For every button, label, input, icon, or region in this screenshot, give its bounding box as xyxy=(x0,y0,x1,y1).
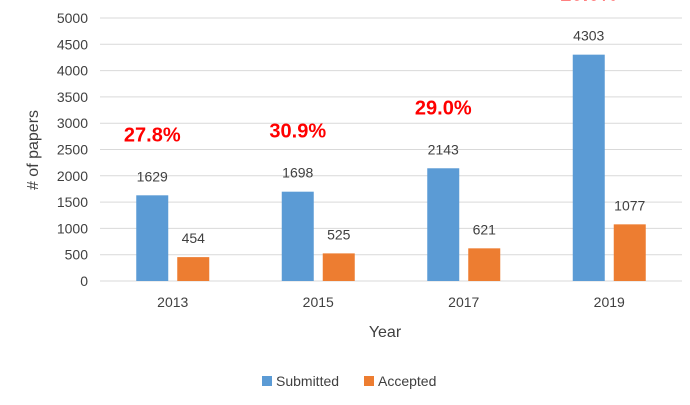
bar-accepted-2019 xyxy=(613,224,646,281)
bar-submitted-2015 xyxy=(281,191,314,281)
data-label-submitted: 1698 xyxy=(282,165,313,181)
y-tick-label: 1500 xyxy=(57,194,88,210)
x-axis-ticks: 2013 2015 2017 2019 xyxy=(157,294,625,310)
data-label-submitted: 1629 xyxy=(137,168,168,184)
acceptance-rate-label: 25.0% xyxy=(560,0,617,6)
bar-submitted-2013 xyxy=(136,195,169,281)
x-axis-title: Year xyxy=(369,324,402,341)
y-tick-label: 0 xyxy=(80,273,88,289)
x-tick-label: 2017 xyxy=(448,294,479,310)
bars xyxy=(136,54,646,281)
bar-accepted-2017 xyxy=(468,248,501,281)
y-tick-label: 2000 xyxy=(57,168,88,184)
legend: Submitted Accepted xyxy=(262,373,436,389)
bar-accepted-2015 xyxy=(322,253,355,281)
y-tick-label: 4000 xyxy=(57,63,88,79)
data-label-accepted: 454 xyxy=(182,230,206,246)
acceptance-rate-label: 30.9% xyxy=(269,121,326,143)
y-tick-label: 2500 xyxy=(57,142,88,158)
y-tick-label: 5000 xyxy=(57,10,88,26)
bar-submitted-2017 xyxy=(427,168,460,281)
acceptance-rate-label: 29.0% xyxy=(415,97,472,119)
y-tick-label: 500 xyxy=(65,247,89,263)
bar-accepted-2013 xyxy=(177,257,210,281)
x-tick-label: 2019 xyxy=(594,294,625,310)
y-tick-label: 3000 xyxy=(57,115,88,131)
data-label-accepted: 621 xyxy=(473,221,497,237)
legend-swatch-submitted xyxy=(262,376,272,386)
x-tick-label: 2015 xyxy=(303,294,334,310)
bar-submitted-2019 xyxy=(572,54,605,281)
y-tick-label: 3500 xyxy=(57,89,88,105)
acceptance-rate-labels: 27.8% 30.9% 29.0% 25.0% xyxy=(124,0,617,146)
legend-swatch-accepted xyxy=(364,376,374,386)
data-label-submitted: 4303 xyxy=(573,28,604,44)
data-labels: 1629 454 1698 525 2143 621 4303 1077 xyxy=(137,28,646,246)
legend-label-accepted: Accepted xyxy=(378,373,436,389)
y-tick-label: 1000 xyxy=(57,220,88,236)
gridlines xyxy=(100,17,682,282)
legend-label-submitted: Submitted xyxy=(276,373,339,389)
data-label-submitted: 2143 xyxy=(428,141,459,157)
x-tick-label: 2013 xyxy=(157,294,188,310)
y-axis-ticks: 0 500 1000 1500 2000 2500 3000 3500 4000 4500 5000 xyxy=(57,10,88,289)
y-axis-title: # of papers xyxy=(25,110,42,190)
acceptance-rate-label: 27.8% xyxy=(124,124,181,146)
data-label-accepted: 525 xyxy=(327,226,351,242)
y-tick-label: 4500 xyxy=(57,36,88,52)
data-label-accepted: 1077 xyxy=(614,197,645,213)
